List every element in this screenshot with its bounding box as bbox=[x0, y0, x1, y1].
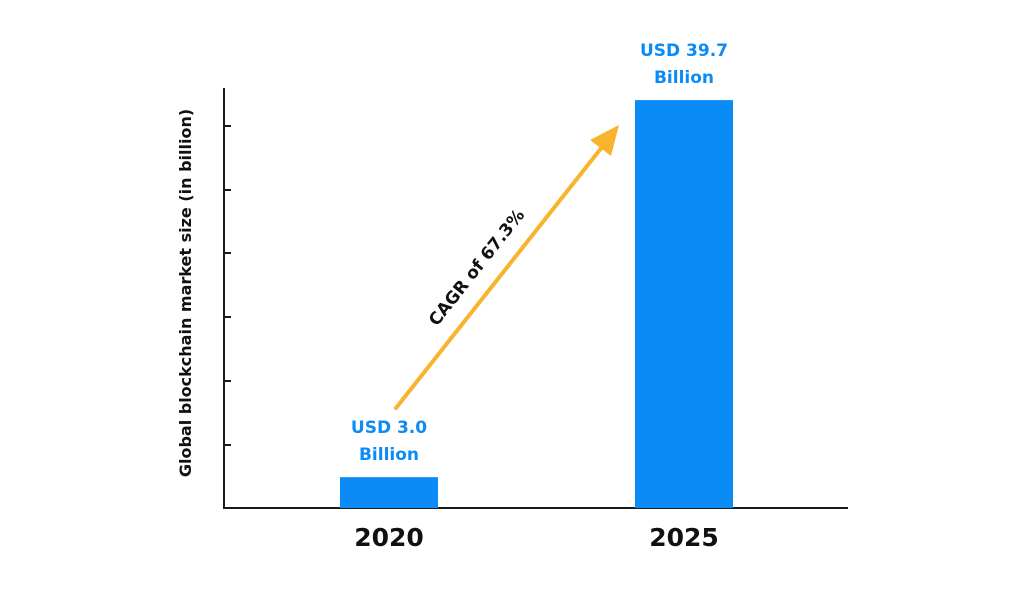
axes bbox=[223, 88, 848, 509]
y-ticks bbox=[224, 125, 231, 446]
x-tick-label-2025: 2025 bbox=[649, 523, 719, 552]
bar-2020 bbox=[340, 477, 438, 508]
value-label-2025-line-2: Billion bbox=[654, 68, 714, 88]
cagr-arrow-shaft bbox=[394, 140, 608, 410]
cagr-arrow-head bbox=[590, 125, 619, 156]
value-label-2020-line-1: USD 3.0 bbox=[351, 418, 427, 438]
y-axis-label: Global blockchain market size (in billio… bbox=[176, 109, 195, 477]
value-labels: USD 3.0 Billion USD 39.7 Billion bbox=[351, 41, 728, 465]
cagr-label: CAGR of 67.3% bbox=[425, 206, 529, 330]
cagr-annotation: CAGR of 67.3% bbox=[394, 125, 619, 410]
bar-2025 bbox=[635, 100, 733, 509]
x-tick-label-2020: 2020 bbox=[354, 523, 424, 552]
value-label-2025-line-1: USD 39.7 bbox=[640, 41, 728, 61]
value-label-2020-line-2: Billion bbox=[359, 445, 419, 465]
bars bbox=[340, 100, 733, 509]
x-tick-labels: 2020 2025 bbox=[354, 523, 719, 552]
